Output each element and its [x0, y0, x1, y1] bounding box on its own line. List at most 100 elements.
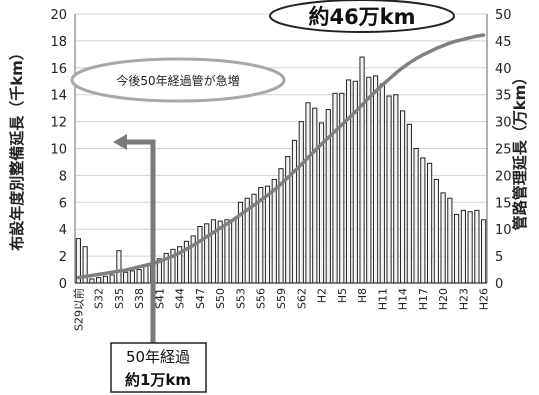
- plot-frame: [74, 14, 488, 284]
- bar: [332, 92, 338, 284]
- y-tick-label-right: 35: [495, 89, 512, 104]
- y-tick-label-right: 25: [495, 143, 512, 158]
- y-tick-label-right: 40: [495, 62, 512, 77]
- y-axis-label-right: 管路管理延長（万km）: [511, 70, 529, 231]
- increase-annotation-ellipse: [70, 57, 286, 103]
- x-tick-label: S41: [153, 288, 166, 309]
- y-tick-label-right: 45: [495, 35, 512, 50]
- bar: [136, 269, 142, 284]
- bar: [271, 178, 277, 284]
- y-ticks-right: 0 5 10 15 20 25 30 35 40 45 50: [495, 8, 512, 292]
- x-tick-label: H20: [437, 288, 450, 310]
- bars: [75, 56, 487, 284]
- y-ticks-left: 0 2 4 6 8 10 12 14 16 18 20: [50, 8, 67, 292]
- y-tick-label-left: 20: [50, 8, 67, 23]
- x-tick-label: H14: [397, 288, 410, 310]
- x-tick-label: H26: [478, 288, 491, 310]
- cumulative-line: [76, 33, 486, 280]
- y-tick-label-right: 30: [495, 116, 512, 131]
- x-tick-label: S56: [255, 288, 268, 309]
- x-tick-label: S62: [295, 288, 308, 309]
- x-tick-label: H2: [316, 288, 329, 303]
- total-annotation-ellipse: [269, 0, 455, 33]
- bar: [264, 185, 271, 284]
- over50-text-line1: 50年経過: [126, 348, 190, 366]
- over50-text-line2: 約1万km: [125, 371, 191, 389]
- y-tick-label-right: 50: [495, 8, 512, 23]
- x-tick-label: H17: [417, 288, 430, 310]
- bar: [102, 275, 108, 284]
- y-tick-label-right: 0: [495, 277, 503, 292]
- y-tick-label-left: 18: [50, 35, 67, 50]
- bar: [359, 56, 365, 284]
- bar: [210, 219, 217, 284]
- x-tick-label: S53: [234, 288, 247, 309]
- y-tick-label-right: 15: [495, 196, 512, 211]
- y-axis-label-left: 布設年度別整備延長（千km）: [8, 45, 26, 251]
- bar: [298, 121, 304, 284]
- bar: [204, 223, 210, 284]
- y-tick-label-left: 6: [59, 196, 67, 211]
- y-tick-label-right: 20: [495, 169, 512, 184]
- bar: [312, 107, 318, 284]
- x-tick-label: H23: [457, 288, 470, 310]
- x-tick-label: H11: [376, 288, 389, 310]
- bar: [460, 209, 466, 284]
- bar: [116, 250, 122, 284]
- bar: [197, 226, 203, 284]
- y-tick-label-right: 10: [495, 223, 512, 238]
- bar: [224, 219, 230, 284]
- bar: [386, 95, 392, 284]
- bar: [481, 219, 487, 284]
- bar: [96, 277, 102, 284]
- increase-annotation-text: 今後50年経過管が急増: [116, 73, 239, 88]
- y-tick-label-left: 12: [50, 116, 67, 131]
- y-tick-label-left: 2: [59, 250, 67, 265]
- bar: [454, 213, 460, 284]
- y-tick-label-left: 14: [50, 89, 67, 104]
- bar: [420, 157, 426, 284]
- bar: [305, 102, 311, 284]
- y-tick-label-left: 8: [59, 169, 67, 184]
- bar: [372, 75, 379, 284]
- bar: [393, 94, 399, 284]
- x-ticks: S29以前 S32 S35 S38 S41 S44 S47 S50 S53 S56 S59 S62 H2…: [71, 288, 490, 331]
- bar: [433, 178, 439, 284]
- over50-arrow-head: [113, 134, 127, 150]
- bar: [447, 197, 453, 284]
- bar: [474, 209, 480, 284]
- cumulative-line-path: [76, 33, 486, 280]
- bar: [413, 148, 419, 284]
- over50-box: [110, 342, 207, 393]
- x-tick-label: S44: [174, 288, 187, 309]
- bar: [427, 162, 433, 284]
- x-tick-label: S47: [194, 288, 207, 309]
- x-tick-label: S59: [275, 288, 288, 309]
- bar: [109, 274, 115, 284]
- bar: [123, 271, 129, 284]
- x-tick-label: S38: [133, 288, 146, 309]
- bar: [406, 123, 412, 284]
- y-tick-label-right: 5: [495, 250, 503, 265]
- y-tick-label-left: 0: [59, 277, 67, 292]
- x-tick-label: S50: [214, 288, 227, 309]
- bar: [291, 139, 298, 284]
- bar: [399, 110, 406, 284]
- over50-arrow-line: [126, 139, 156, 343]
- bar: [366, 76, 372, 284]
- x-tick-label: S32: [93, 288, 106, 309]
- bar: [440, 192, 446, 284]
- bar: [467, 211, 473, 284]
- total-annotation-text: 約46万km: [308, 5, 415, 29]
- y-tick-label-left: 16: [50, 62, 67, 77]
- bar: [129, 270, 136, 284]
- bar: [143, 265, 149, 284]
- x-tick-label: H8: [356, 288, 369, 303]
- y-tick-label-left: 10: [50, 143, 67, 158]
- bar: [345, 79, 352, 284]
- x-tick-label: S29以前: [71, 288, 85, 331]
- bar: [89, 278, 95, 284]
- x-tick-label: S35: [113, 288, 126, 309]
- x-tick-label: H5: [336, 288, 349, 303]
